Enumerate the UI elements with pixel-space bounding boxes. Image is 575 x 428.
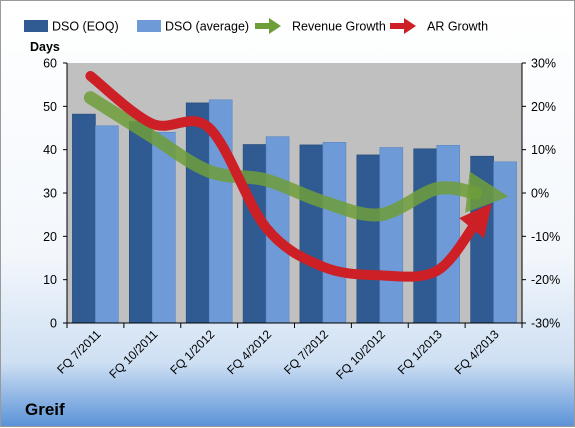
legend-label-ar-growth: AR Growth [427, 20, 488, 34]
y-tick-label: 20 [43, 230, 57, 244]
y2-tick-label: 20% [531, 100, 556, 114]
y-tick-label: 50 [43, 100, 57, 114]
y-axis-label: Days [30, 40, 60, 54]
x-tick-label: FQ 1/2013 [395, 327, 445, 377]
bar-dso-average-0 [95, 125, 119, 324]
legend-label-revenue-growth: Revenue Growth [292, 20, 386, 34]
company-name: Greif [25, 400, 65, 419]
x-tick-label: FQ 7/2012 [281, 327, 331, 377]
legend-arrow-revenue-growth [255, 18, 281, 34]
revenue-growth-line [83, 91, 509, 222]
legend-swatch-dso-average [137, 20, 161, 32]
bar-dso-eoq-4 [299, 144, 324, 324]
legend-label-dso-eoq: DSO (EOQ) [52, 20, 119, 34]
x-tick-label: FQ 4/2012 [224, 327, 274, 377]
legend-swatch-dso-eoq [24, 20, 48, 32]
y-tick-label: 0 [50, 317, 57, 331]
bar-dso-eoq-7 [470, 155, 494, 324]
y-tick-label: 10 [43, 273, 57, 287]
bar-dso-eoq-6 [413, 148, 438, 324]
y-tick-label: 40 [43, 143, 57, 157]
legend-arrow-ar-growth [390, 18, 416, 34]
bar-dso-average-5 [379, 147, 404, 324]
x-tick-label: FQ 4/2013 [452, 327, 502, 377]
y-tick-label: 30 [43, 187, 57, 201]
y2-tick-label: 0% [531, 187, 549, 201]
bar-dso-average-4 [322, 142, 347, 324]
y2-tick-label: -30% [531, 317, 560, 331]
x-tick-label: FQ 1/2012 [167, 327, 217, 377]
y2-tick-label: 10% [531, 143, 556, 157]
y2-tick-label: -10% [531, 230, 560, 244]
bar-dso-eoq-2 [185, 102, 210, 324]
bar-dso-average-1 [152, 132, 176, 324]
ar-growth-line [85, 71, 492, 282]
bar-dso-average-7 [493, 161, 517, 324]
bar-dso-average-6 [436, 145, 461, 324]
x-tick-label: FQ 10/2011 [106, 327, 160, 381]
y2-tick-label: -20% [531, 273, 560, 287]
x-tick-label: FQ 7/2011 [54, 327, 104, 377]
y2-tick-label: 30% [531, 57, 556, 71]
x-tick-label: FQ 10/2012 [333, 327, 388, 382]
bar-dso-eoq-1 [129, 121, 153, 324]
bar-dso-eoq-0 [72, 113, 96, 324]
y-tick-label: 60 [43, 57, 57, 71]
legend-label-dso-average: DSO (average) [165, 20, 249, 34]
bar-dso-eoq-5 [356, 154, 381, 324]
